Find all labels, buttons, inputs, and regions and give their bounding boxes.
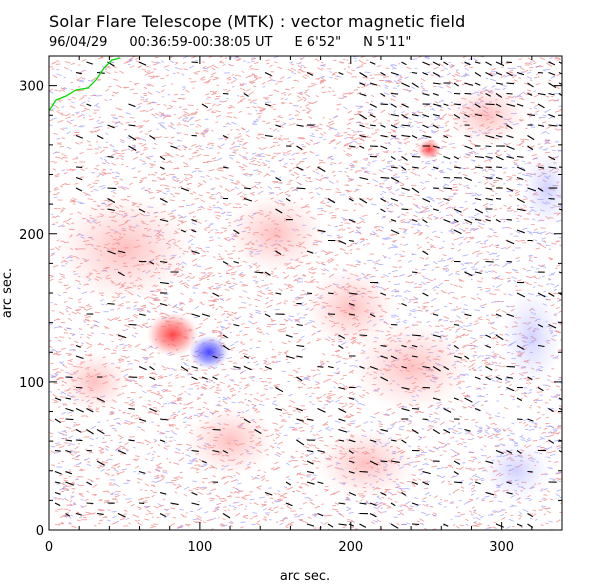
north-coordinate: N 5'11" [363, 35, 412, 50]
diffuse-region [305, 267, 396, 348]
east-coordinate: E 6'52" [294, 35, 342, 50]
figure-title: Solar Flare Telescope (MTK) : vector mag… [49, 12, 466, 31]
figure-subtitle: 96/04/29 00:36:59-00:38:05 UT E 6'52" N 5'1… [49, 36, 411, 49]
observation-date: 96/04/29 [49, 35, 108, 50]
x-axis-ticks: 0 100 200 300 [45, 56, 563, 555]
diffuse-region [54, 193, 195, 304]
diffuse-region [185, 406, 276, 477]
diffuse-region [501, 287, 562, 388]
negative-polarity-spot [188, 335, 229, 370]
polarity-regions [54, 85, 562, 501]
diffuse-region [521, 149, 562, 230]
vector-arrows [54, 61, 562, 529]
diffuse-region [481, 440, 552, 501]
y-tick-label: 0 [36, 524, 44, 539]
y-tick-label: 100 [19, 376, 44, 391]
x-axis-label: arc sec. [280, 569, 330, 584]
x-tick-label: 300 [489, 540, 514, 555]
x-tick-label: 0 [45, 540, 53, 555]
x-tick-label: 100 [187, 540, 212, 555]
y-axis-ticks: 0 100 200 300 [19, 55, 562, 539]
diffuse-region [59, 351, 130, 412]
vector-arrow-set [54, 61, 562, 529]
diffuse-region [225, 193, 326, 274]
diffuse-region [351, 322, 472, 413]
observation-time-range: 00:36:59-00:38:05 UT [129, 35, 273, 50]
diffuse-region [315, 428, 416, 499]
y-tick-label: 300 [19, 80, 44, 95]
x-tick-label: 200 [338, 540, 363, 555]
diffuse-region [446, 85, 527, 146]
magnetogram-image [49, 56, 562, 530]
y-axis-label: arc sec. [0, 268, 15, 318]
positive-polarity-spot [417, 139, 442, 160]
y-tick-label: 200 [19, 228, 44, 243]
limb-contour [49, 57, 121, 112]
positive-polarity-spot [146, 312, 199, 357]
